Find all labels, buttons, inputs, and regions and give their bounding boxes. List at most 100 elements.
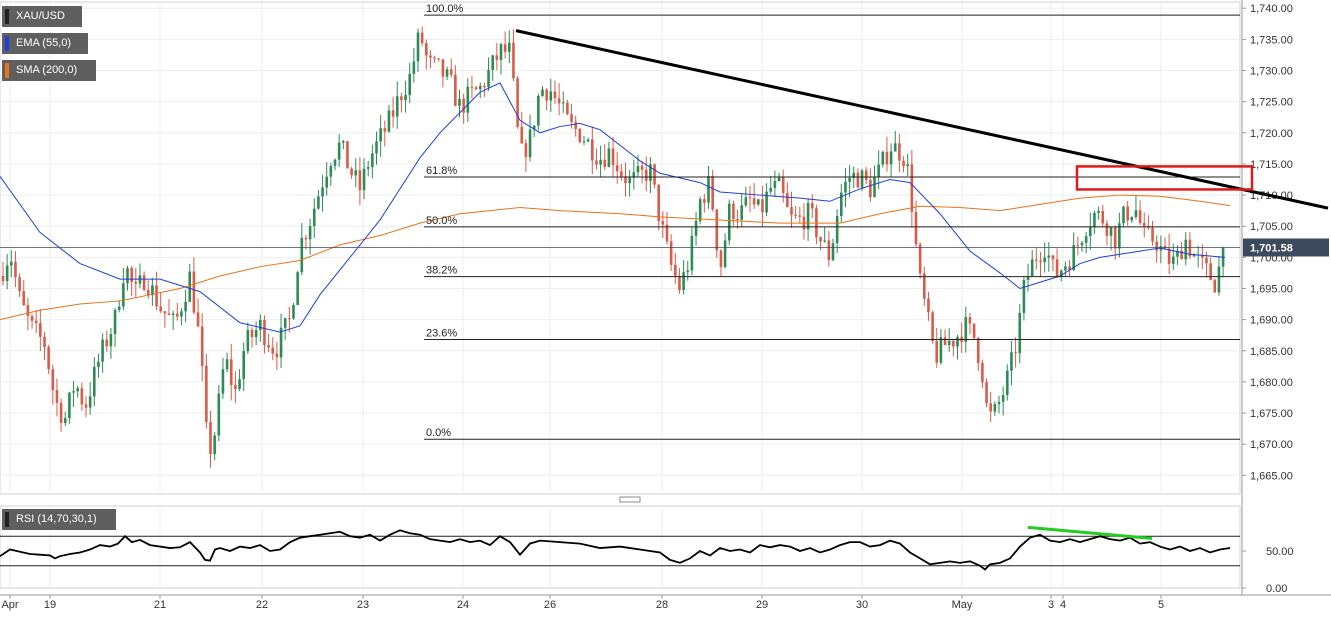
rsi-line [0, 529, 1231, 571]
candle-down [719, 250, 723, 267]
candle-down [1076, 245, 1080, 247]
candle-up [337, 142, 341, 160]
candle-down [918, 244, 922, 274]
candle-down [952, 340, 955, 347]
candle-up [491, 55, 494, 70]
candle-down [229, 359, 233, 386]
candle-down [146, 289, 150, 296]
candle-up [1080, 242, 1084, 246]
ema-swatch [5, 36, 9, 51]
candle-down [715, 209, 719, 251]
candle-down [790, 206, 793, 215]
candle-down [827, 240, 831, 261]
candle-down [603, 159, 607, 167]
candle-down [910, 164, 914, 212]
candle-up [188, 271, 192, 302]
legend-rsi[interactable]: RSI (14,70,30,1) [2, 509, 116, 530]
candle-down [1155, 241, 1158, 251]
candle-up [126, 268, 129, 284]
candle-up [723, 240, 727, 267]
candle-down [752, 198, 756, 205]
candle-down [935, 341, 939, 363]
candle-up [773, 181, 777, 188]
candle-up [1097, 210, 1100, 213]
candle-up [806, 203, 810, 230]
candle-up [1089, 227, 1092, 237]
candle-down [1188, 239, 1192, 257]
candle-up [72, 391, 75, 393]
candle-down [503, 44, 507, 52]
candle-up [366, 167, 370, 169]
candle-down [288, 318, 291, 320]
candle-down [39, 323, 42, 337]
candle-up [395, 96, 399, 117]
candle-up [499, 44, 503, 61]
candle-down [703, 199, 706, 203]
candle-down [51, 369, 55, 391]
candle-down [346, 141, 349, 169]
candle-down [1101, 210, 1105, 224]
candle-up [823, 240, 826, 242]
candle-up [88, 396, 92, 408]
candle-up [213, 435, 216, 455]
candle-up [184, 301, 187, 312]
legend-symbol-label: XAU/USD [16, 10, 65, 22]
candle-down [1213, 279, 1217, 293]
candle-up [541, 89, 544, 96]
panel-splitter [619, 496, 641, 503]
candle-down [1105, 223, 1109, 236]
candle-up [325, 176, 328, 188]
candle-down [30, 316, 34, 321]
legend-ema[interactable]: EMA (55,0) [2, 33, 88, 54]
candle-down [1151, 227, 1154, 242]
candle-down [798, 215, 802, 217]
candle-down [1205, 257, 1208, 264]
candle-up [889, 151, 893, 165]
legend-symbol[interactable]: XAU/USD [2, 6, 82, 27]
x-tick-label: 30 [856, 599, 868, 611]
candle-up [698, 199, 702, 221]
candle-up [101, 339, 104, 362]
candle-up [852, 172, 856, 179]
candle-up [549, 91, 553, 101]
candle-up [561, 102, 565, 104]
fib-level-label: 50.0% [426, 215, 457, 227]
candle-down [981, 362, 984, 383]
candle-up [636, 165, 640, 173]
x-tick-label: Apr [1, 599, 18, 611]
candle-up [757, 199, 760, 205]
candle-down [22, 291, 26, 306]
candle-up [113, 309, 117, 335]
candle-up [283, 318, 287, 328]
candle-down [557, 98, 561, 104]
candle-up [1022, 279, 1026, 313]
candle-up [242, 351, 245, 380]
candle-down [391, 110, 395, 117]
candle-up [765, 191, 768, 213]
candle-down [176, 313, 179, 317]
candle-down [84, 404, 88, 408]
candle-down [1209, 263, 1212, 280]
candle-up [342, 141, 345, 143]
candle-down [653, 164, 656, 185]
candle-up [1118, 223, 1121, 249]
candle-up [1047, 255, 1051, 258]
candle-down [425, 43, 428, 56]
candle-up [690, 235, 694, 271]
candle-up [893, 143, 897, 152]
candle-down [43, 336, 46, 348]
candle-down [624, 176, 627, 184]
candle-up [740, 205, 743, 220]
candle-down [591, 139, 594, 161]
candle-up [300, 237, 304, 273]
candle-up [487, 69, 490, 88]
candle-up [831, 243, 835, 261]
legend-sma[interactable]: SMA (200,0) [2, 60, 96, 81]
fib-level-label: 100.0% [426, 3, 464, 15]
candle-down [1035, 259, 1038, 261]
candle-up [840, 192, 843, 217]
candle-down [657, 184, 660, 222]
candle-up [1072, 245, 1075, 271]
candle-down [59, 402, 63, 423]
